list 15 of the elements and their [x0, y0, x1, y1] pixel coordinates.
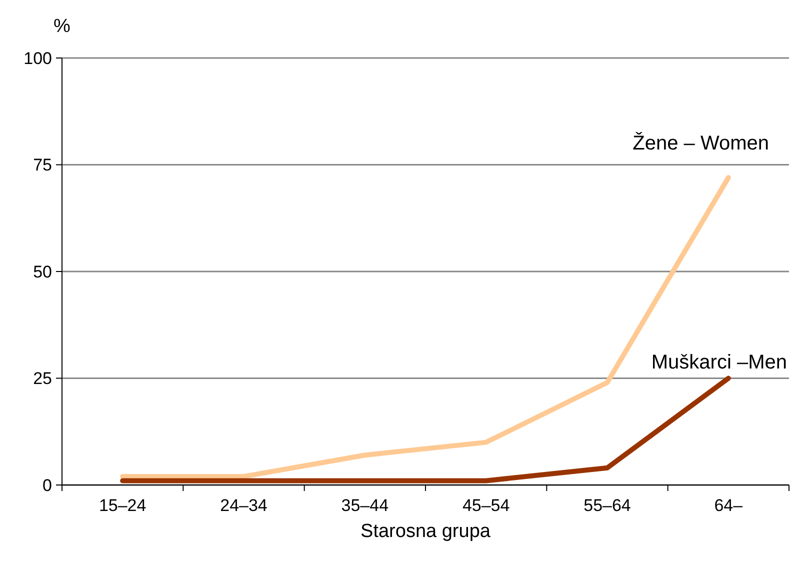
y-tick-label: 100: [24, 48, 52, 68]
y-tick-label: 25: [33, 369, 52, 388]
y-axis-title: %: [54, 16, 71, 37]
series-label: Muškarci –Men: [651, 351, 787, 374]
text: Žene – Women: [632, 132, 769, 155]
y-tick-label: 75: [33, 156, 52, 175]
x-axis-title: Starosna grupa: [360, 521, 491, 542]
y-tick-label: 0: [42, 476, 52, 495]
x-tick-label: 45–54: [462, 496, 510, 515]
x-tick-label: 15–24: [98, 496, 146, 515]
x-tick-label: 55–64: [584, 496, 631, 515]
x-tick-label: 24–34: [220, 496, 268, 515]
y-tick-label: 50: [33, 262, 52, 282]
x-tick-label: 35–44: [341, 496, 389, 515]
x-tick-label: 64–: [714, 496, 744, 515]
